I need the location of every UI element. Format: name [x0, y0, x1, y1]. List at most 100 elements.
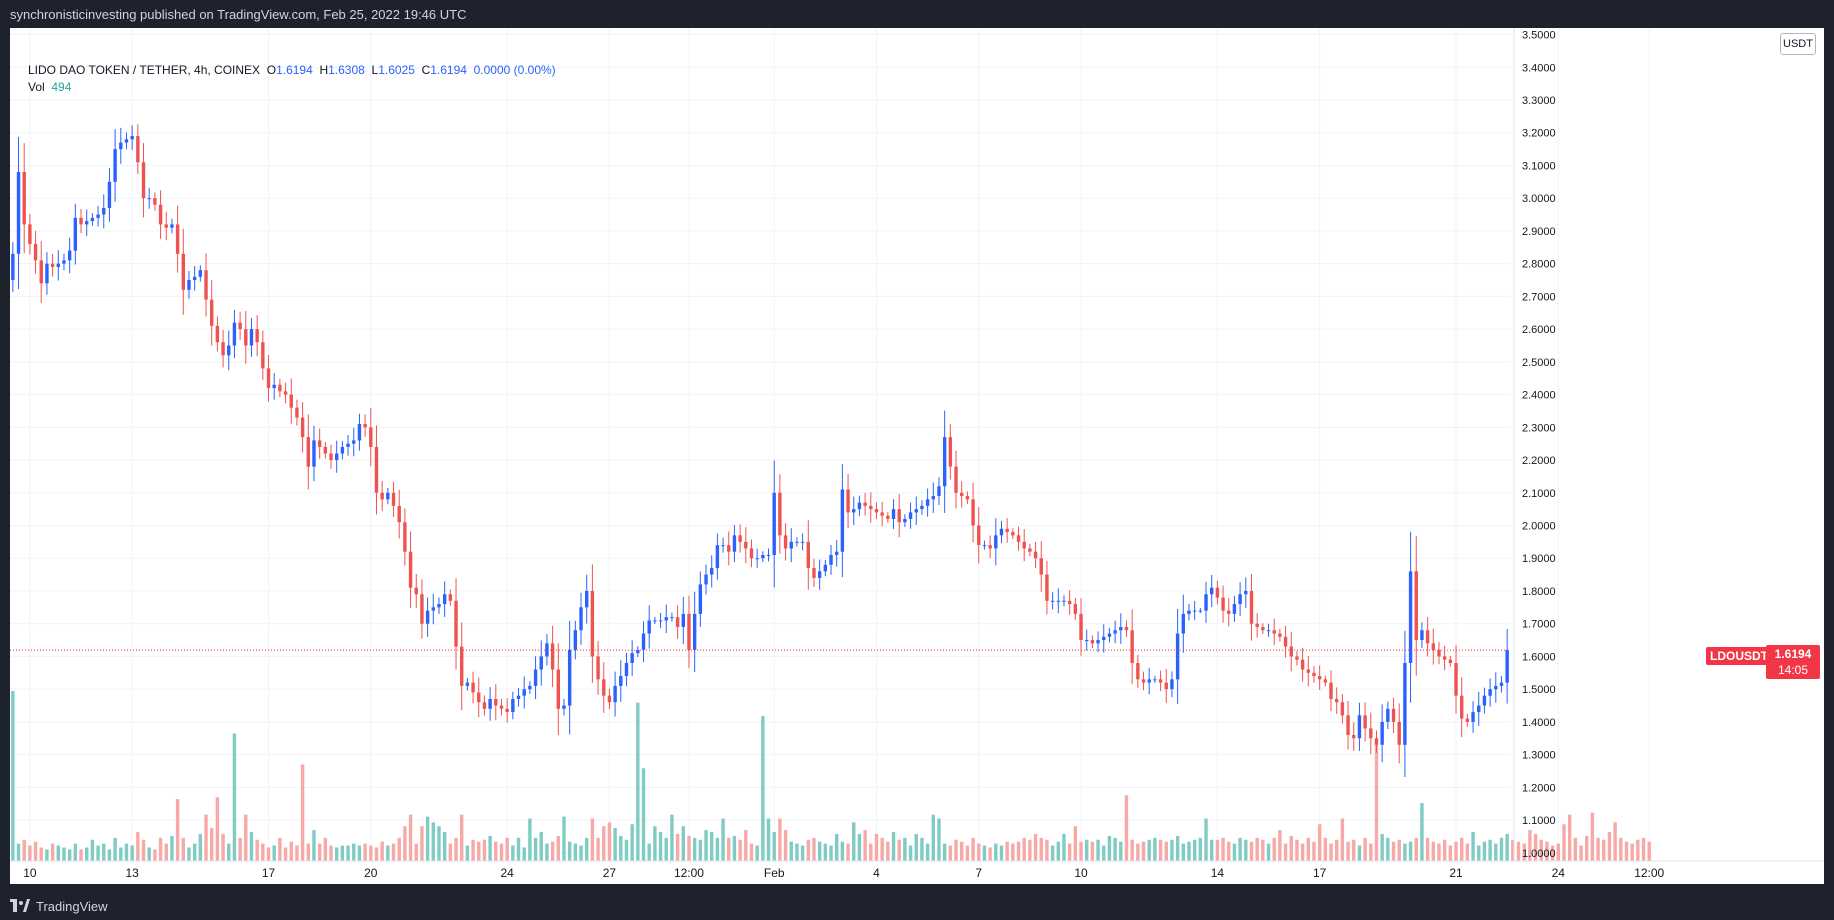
- candle: [1210, 574, 1214, 608]
- volume-bar: [204, 814, 208, 861]
- candle-body: [857, 502, 862, 510]
- volume-bar: [1011, 843, 1015, 861]
- volume-bar: [1244, 839, 1248, 861]
- candle-body: [397, 505, 401, 523]
- candle-body: [22, 172, 26, 225]
- volume-bar: [1022, 837, 1026, 861]
- volume-bar: [113, 837, 117, 861]
- price-tick-label: 2.8000: [1522, 259, 1556, 271]
- volume-bar: [414, 843, 418, 861]
- candle: [1079, 598, 1083, 656]
- candle: [136, 124, 140, 174]
- candle: [414, 573, 418, 608]
- price-tick-label: 1.2000: [1522, 782, 1556, 794]
- volume-bar: [1300, 843, 1305, 861]
- candle-body: [999, 528, 1004, 536]
- candle-body: [1238, 594, 1242, 605]
- candle-body: [903, 518, 907, 523]
- volume-bar: [1141, 841, 1146, 861]
- candle: [783, 523, 788, 561]
- volume-bar: [391, 843, 396, 861]
- candle: [1295, 650, 1299, 666]
- candle: [1227, 598, 1231, 627]
- volume-bar: [1579, 845, 1583, 861]
- candle: [749, 539, 754, 568]
- candle: [710, 555, 714, 588]
- candle: [1249, 573, 1254, 641]
- price-tick-label: 2.7000: [1522, 291, 1556, 303]
- candle-body: [414, 587, 418, 595]
- volume-bar: [1306, 837, 1310, 861]
- candle-body: [442, 594, 447, 605]
- candle-body: [141, 162, 146, 199]
- candle-body: [1085, 640, 1089, 642]
- candle-body: [613, 685, 617, 703]
- volume-bar: [187, 847, 191, 861]
- price-scale-unit-button[interactable]: USDT: [1780, 33, 1816, 55]
- volume-bar: [823, 843, 828, 861]
- change-value: 0.0000 (0.00%): [473, 63, 556, 77]
- candle: [829, 544, 833, 575]
- candle-body: [681, 613, 685, 627]
- candle-body: [261, 342, 265, 369]
- candle-body: [675, 617, 680, 627]
- volume-bar: [107, 849, 112, 861]
- candle-body: [238, 322, 242, 330]
- candle: [369, 408, 373, 467]
- volume-bar: [749, 843, 754, 861]
- candle: [670, 612, 674, 622]
- volume-bar: [494, 841, 498, 861]
- candle: [1482, 687, 1487, 714]
- volume-bar: [454, 837, 458, 861]
- candle: [1261, 623, 1265, 635]
- candle-body: [1477, 705, 1481, 713]
- candle: [22, 143, 26, 254]
- candle-body: [624, 662, 629, 677]
- candle: [1187, 603, 1191, 621]
- candle-body: [50, 263, 55, 267]
- candle: [1067, 590, 1072, 615]
- volume-bar: [636, 702, 640, 861]
- candle: [1204, 581, 1208, 623]
- candle-body: [977, 525, 981, 546]
- candle-body: [721, 545, 725, 547]
- candle: [317, 428, 322, 459]
- price-tick-label: 3.2000: [1522, 128, 1556, 140]
- volume-bar: [1187, 841, 1191, 861]
- candle: [187, 271, 191, 299]
- volume-bar: [602, 826, 606, 861]
- candle-body: [619, 676, 623, 686]
- candle-body: [1215, 587, 1220, 598]
- volume-bar: [840, 841, 845, 861]
- candle: [204, 253, 208, 317]
- candle: [39, 240, 43, 303]
- price-tick-label: 2.1000: [1522, 488, 1556, 500]
- volume-bar: [1567, 814, 1572, 861]
- candle: [573, 620, 578, 660]
- candle: [278, 378, 282, 398]
- candle-body: [1357, 715, 1362, 739]
- candle-body: [11, 253, 15, 281]
- volume-bar: [903, 837, 907, 861]
- candle: [1408, 531, 1413, 703]
- candle: [516, 688, 521, 707]
- candle-body: [363, 424, 367, 428]
- chart-pane[interactable]: 1.0000 1.1000 1.2000 1.3000 1.4000 1.5000 1.60…: [10, 28, 1824, 884]
- candle: [800, 533, 805, 551]
- volume-bar: [1448, 845, 1453, 861]
- candlestick-chart[interactable]: 1.0000 1.1000 1.2000 1.3000 1.4000 1.5000 1.60…: [10, 28, 1824, 884]
- footer-brand[interactable]: TradingView: [10, 896, 108, 916]
- candle-body: [85, 221, 89, 225]
- candle-body: [1249, 590, 1254, 624]
- volume-bar: [1352, 839, 1356, 861]
- volume-bar: [425, 816, 430, 861]
- candle: [954, 450, 958, 509]
- candle-body: [340, 446, 345, 454]
- volume-bar: [1573, 837, 1578, 861]
- candle: [738, 524, 742, 553]
- candle-body: [1499, 682, 1504, 686]
- candle: [11, 242, 15, 292]
- candle-body: [1266, 630, 1271, 632]
- candle-body: [39, 260, 43, 284]
- volume-bar: [715, 837, 720, 861]
